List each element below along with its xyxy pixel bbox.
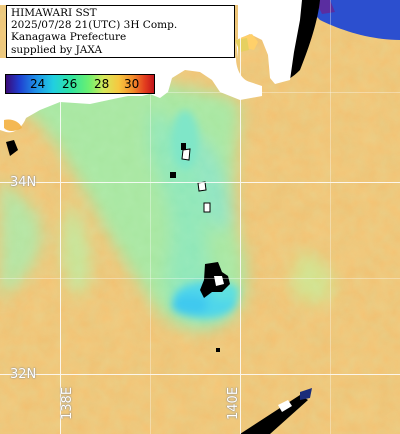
title-line-credit: supplied by JAXA — [11, 43, 103, 56]
legend-tick-28: 28 — [94, 77, 110, 91]
title-line-datetime: 2025/07/28 21(UTC) 3H Comp. — [11, 19, 178, 32]
color-legend: 24 26 28 30 — [5, 74, 155, 94]
legend-tick-24: 24 — [30, 77, 46, 91]
legend-tick-30: 30 — [124, 77, 140, 91]
title-line-region: Kanagawa Prefecture — [11, 31, 127, 44]
lon-label-140e: 140E — [226, 386, 241, 420]
lat-label-32n: 32N — [10, 367, 37, 382]
islands — [170, 143, 230, 352]
title-line-product: HIMAWARI SST — [11, 7, 97, 19]
lat-label-34n: 34N — [10, 175, 37, 190]
bay-water — [240, 34, 258, 50]
lon-label-138e: 138E — [60, 386, 75, 420]
legend-tick-26: 26 — [62, 77, 78, 91]
land — [0, 0, 302, 130]
title-box: HIMAWARI SST 2025/07/28 21(UTC) 3H Comp.… — [6, 5, 235, 58]
